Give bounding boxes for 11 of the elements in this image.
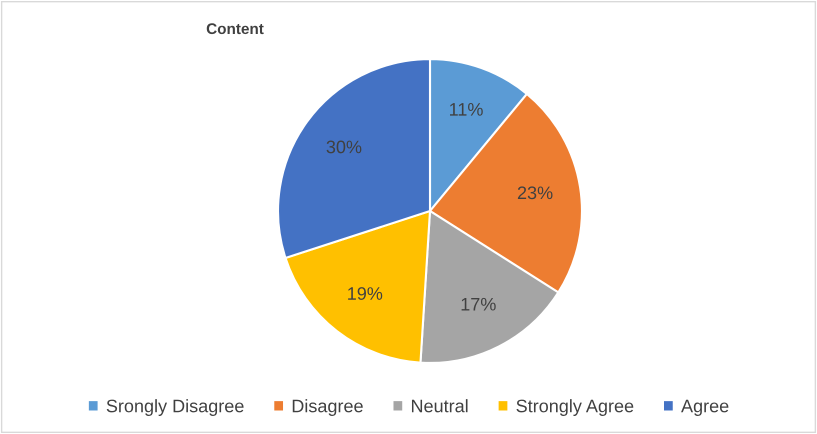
legend-label: Srongly Disagree <box>106 399 244 416</box>
legend-label: Neutral <box>412 399 468 412</box>
data-label: 23% <box>518 186 552 200</box>
legend-label: Agree <box>681 400 728 416</box>
data-label: 11% <box>450 103 483 116</box>
legend-label: Strongly Agree <box>516 399 634 416</box>
legend-label: Disagree <box>292 399 363 416</box>
data-label: 17% <box>462 298 496 311</box>
data-label: 30% <box>326 140 362 154</box>
data-label: 19% <box>348 287 382 300</box>
chart-title: Content <box>206 23 264 34</box>
